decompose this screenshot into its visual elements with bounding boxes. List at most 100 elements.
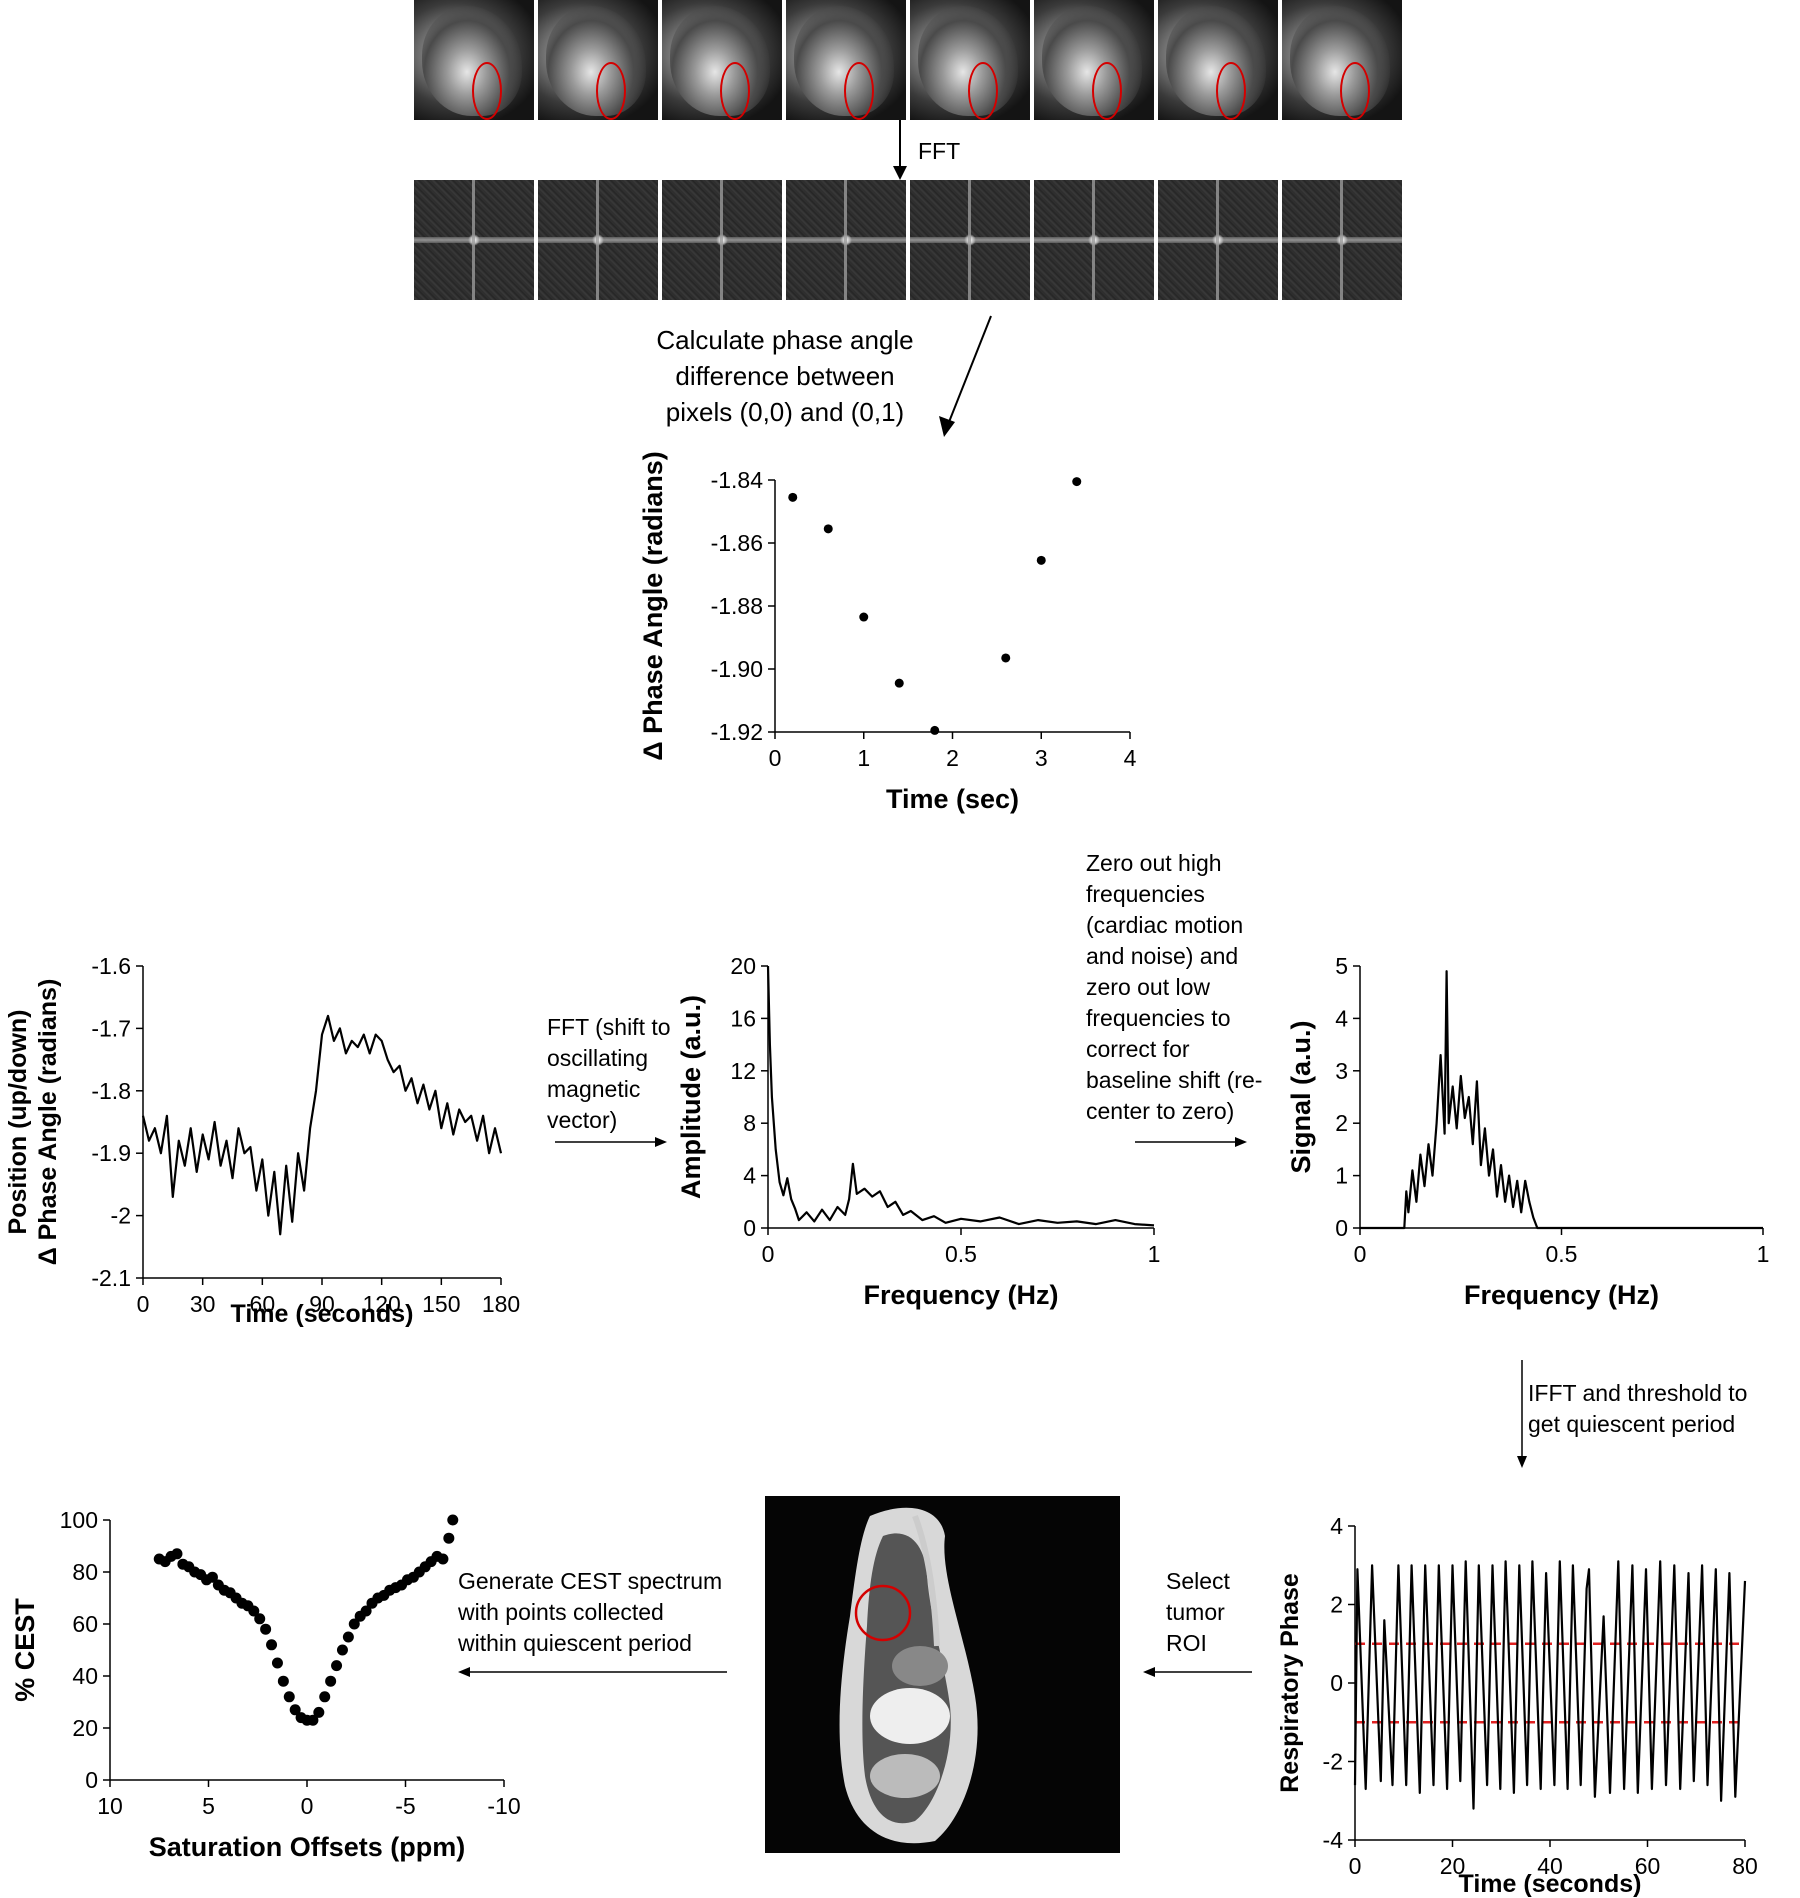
y-tick-label: 4 xyxy=(1335,1005,1348,1031)
zero-out-line-3: (cardiac motion xyxy=(1086,912,1244,938)
x-tick-label: 80 xyxy=(1732,1853,1758,1879)
x-tick-label: 4 xyxy=(1124,745,1137,771)
y-tick-label: 60 xyxy=(72,1611,98,1637)
y-axis-label: Respiratory Phase xyxy=(1276,1573,1304,1793)
y-axis-label: Position (up/down) xyxy=(4,1010,32,1235)
data-point xyxy=(788,492,798,502)
kspace-strip xyxy=(414,180,1402,300)
data-point xyxy=(313,1706,325,1718)
x-tick-label: 30 xyxy=(190,1291,216,1317)
generate-cest-line-1: Generate CEST spectrum xyxy=(458,1568,723,1594)
x-tick-label: 60 xyxy=(1635,1853,1661,1879)
x-tick-label: -10 xyxy=(487,1793,520,1819)
x-tick-label: 3 xyxy=(1035,745,1048,771)
zero-out-line-5: zero out low xyxy=(1086,974,1211,1000)
x-tick-label: 20 xyxy=(1440,1853,1466,1879)
fft-shift-line-1: FFT (shift to xyxy=(547,1014,671,1040)
y-axis-label: Signal (a.u.) xyxy=(1286,1020,1316,1173)
phase-calc-line-3: pixels (0,0) and (0,1) xyxy=(665,397,905,427)
phase-calc-note: Calculate phase angle difference between… xyxy=(620,322,950,430)
fft-shift-line-2: oscillating xyxy=(547,1045,648,1071)
y-tick-label: -1.8 xyxy=(91,1078,131,1104)
series-line xyxy=(1360,970,1763,1230)
x-tick-label: 0.5 xyxy=(1546,1241,1578,1267)
kspace-frame-7 xyxy=(1158,180,1278,300)
y-tick-label: 0 xyxy=(743,1215,756,1241)
data-point xyxy=(254,1613,266,1625)
x-tick-label: 1 xyxy=(1148,1241,1161,1267)
position-trace-chart: -1.6 -1.7 -1.8 -1.9 -2 -2.10 30 60 90 120 150 180 Ti… xyxy=(4,953,520,1328)
kspace-frame-5 xyxy=(910,180,1030,300)
data-point xyxy=(206,1571,218,1583)
mri-frame-7 xyxy=(1158,0,1278,120)
x-tick-label: 1 xyxy=(857,745,870,771)
roi-ellipse xyxy=(596,62,626,120)
y-tick-label: -1.84 xyxy=(711,467,764,493)
select-roi-line-3: ROI xyxy=(1166,1630,1207,1656)
data-point xyxy=(277,1675,289,1687)
kspace-frame-2 xyxy=(538,180,658,300)
phase-calc-line-2: difference between xyxy=(675,361,895,391)
x-tick-label: 180 xyxy=(482,1291,520,1317)
zero-out-line-2: frequencies xyxy=(1086,881,1205,907)
filtered-spectrum-chart: 0 1 2 3 4 5 0 0.5 1 Frequency (Hz) Signal (a.u.) xyxy=(1286,953,1770,1310)
zero-out-line-4: and noise) and xyxy=(1086,943,1239,969)
y-tick-label: 5 xyxy=(1335,953,1348,979)
x-tick-label: 60 xyxy=(250,1291,276,1317)
data-point xyxy=(1036,555,1046,565)
y-tick-label: -1.86 xyxy=(711,530,763,556)
tumor-roi-circle xyxy=(854,1584,912,1642)
select-roi-line-2: tumor xyxy=(1166,1599,1225,1625)
x-tick-label: 0 xyxy=(769,745,782,771)
y-tick-label: 1 xyxy=(1335,1163,1348,1189)
mri-frame-strip xyxy=(414,0,1402,120)
data-point xyxy=(348,1618,360,1630)
x-tick-label: 2 xyxy=(946,745,959,771)
mri-frame-3 xyxy=(662,0,782,120)
select-roi-line-1: Select xyxy=(1166,1568,1230,1594)
data-point xyxy=(171,1548,183,1560)
x-tick-label: 0 xyxy=(762,1241,775,1267)
y-tick-label: 20 xyxy=(730,953,756,979)
generate-cest-note: Generate CEST spectrum with points colle… xyxy=(458,1566,722,1659)
series-line xyxy=(1353,1560,1747,1810)
y-tick-label: -1.9 xyxy=(91,1140,131,1166)
mri-frame-2 xyxy=(538,0,658,120)
x-tick-label: 5 xyxy=(202,1793,215,1819)
ifft-line-2: get quiescent period xyxy=(1528,1411,1736,1437)
mri-frame-8 xyxy=(1282,0,1402,120)
y-tick-label: -4 xyxy=(1323,1827,1344,1853)
data-point xyxy=(443,1532,455,1544)
roi-ellipse xyxy=(720,62,750,120)
x-axis-label: Time (seconds) xyxy=(231,1300,414,1328)
fft-shift-line-3: magnetic xyxy=(547,1076,641,1102)
zero-out-arrow xyxy=(1135,1137,1247,1147)
roi-ellipse xyxy=(968,62,998,120)
roi-ellipse xyxy=(472,62,502,120)
zero-out-line-6: frequencies to xyxy=(1086,1005,1231,1031)
data-point xyxy=(360,1605,372,1617)
data-point xyxy=(859,612,869,622)
kspace-frame-3 xyxy=(662,180,782,300)
fft-shift-note: FFT (shift to oscillating magnetic vecto… xyxy=(547,1012,671,1136)
y-tick-label: -1.6 xyxy=(91,953,131,979)
x-tick-label: 90 xyxy=(309,1291,335,1317)
fft-arrow xyxy=(893,120,907,180)
y-tick-label: 4 xyxy=(1330,1513,1343,1539)
phase-calc-arrow xyxy=(939,315,992,437)
roi-ellipse xyxy=(1092,62,1122,120)
zero-out-line-9: center to zero) xyxy=(1086,1098,1235,1124)
y-tick-label: 20 xyxy=(72,1715,98,1741)
y-axis-label: Δ Phase Angle (radians) xyxy=(34,979,62,1266)
data-point xyxy=(307,1714,319,1726)
zero-out-line-7: correct for xyxy=(1086,1036,1190,1062)
data-point xyxy=(248,1605,260,1617)
data-point xyxy=(894,678,904,688)
kspace-frame-1 xyxy=(414,180,534,300)
data-point xyxy=(447,1514,459,1526)
x-tick-label: 1 xyxy=(1757,1241,1770,1267)
data-point xyxy=(437,1553,449,1565)
y-axis-label: % CEST xyxy=(10,1598,40,1702)
y-tick-label: -2 xyxy=(1323,1749,1343,1775)
cest-spectrum-chart: 0 20 40 60 80 100 10 5 0 -5 -10 Saturation Offsets … xyxy=(10,1507,521,1862)
